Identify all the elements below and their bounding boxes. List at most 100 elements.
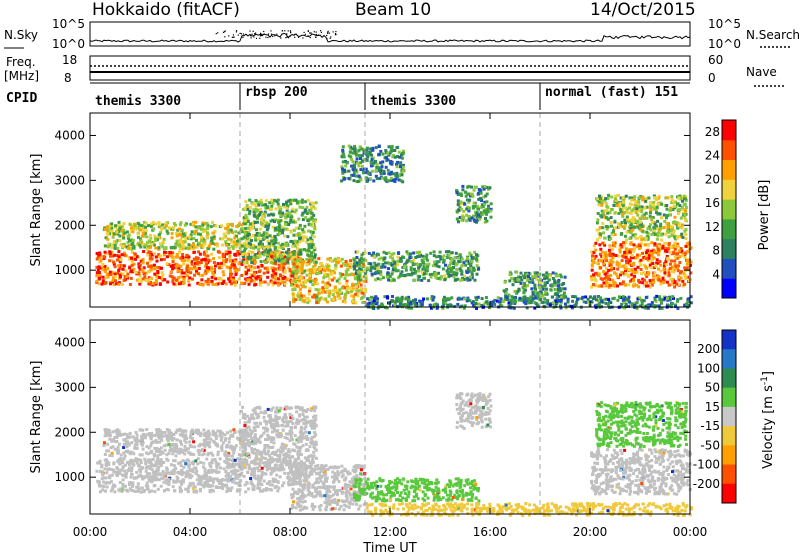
power-echo-cell [307,218,311,222]
power-echo-cell [142,234,146,238]
power-echo-cell [554,288,558,291]
power-echo-cell [674,200,677,204]
power-echo-cell [483,185,487,189]
power-echo-cell [392,252,396,256]
power-echo-cell [665,297,669,301]
power-echo-cell [629,222,633,226]
power-echo-cell [509,301,513,305]
power-echo-cell [556,274,560,278]
power-echo-cell [477,197,481,201]
power-echo-cell [465,271,469,274]
power-echo-cell [508,279,512,283]
power-echo-cell [463,190,467,194]
power-echo-cell [117,250,121,254]
velocity-echo-cell [186,472,190,476]
power-echo-cell [194,261,197,265]
power-echo-cell [645,205,649,209]
power-echo-cell [512,296,516,300]
power-echo-cell [629,226,633,230]
power-echo-cell [341,150,345,154]
power-echo-cell [273,247,277,251]
power-echo-cell [425,253,429,257]
power-echo-cell [486,302,490,306]
power-echo-cell [192,250,196,254]
power-echo-cell [624,269,627,273]
power-echo-cell [136,278,139,282]
power-echo-cell [539,281,543,285]
power-echo-cell [410,306,413,310]
power-echo-cell [306,297,310,300]
power-echo-cell [341,148,345,152]
power-echo-cell [399,179,403,183]
power-echo-cell [359,283,363,287]
power-echo-cell [476,204,479,208]
power-echo-cell [244,200,248,204]
power-echo-cell [398,274,402,278]
power-echo-cell [506,297,510,301]
power-echo-cell [323,266,326,270]
power-echo-cell [313,227,317,231]
power-echo-cell [471,206,475,210]
power-echo-cell [219,237,223,241]
power-echo-cell [455,217,459,221]
power-echo-cell [400,173,404,177]
power-echo-cell [197,226,201,230]
power-echo-cell [673,241,677,245]
power-echo-cell [652,196,656,200]
power-echo-cell [401,151,405,155]
power-echo-cell [144,279,148,282]
power-echo-cell [655,210,658,214]
power-echo-cell [640,300,644,304]
power-echo-cell [484,296,488,299]
power-echo-cell [194,256,198,260]
power-echo-cell [607,300,611,304]
noise-search-dot [237,34,239,36]
noise-search-dot [320,30,322,32]
power-echo-cell [359,178,363,182]
power-echo-cell [254,234,258,237]
power-echo-cell [297,217,301,221]
power-echo-cell [125,275,129,279]
power-echo-cell [229,282,233,286]
power-echo-cell [170,246,174,250]
power-echo-cell [651,216,655,219]
power-echo-cell [157,266,161,269]
power-echo-cell [539,298,543,301]
power-echo-cell [178,227,181,231]
power-echo-cell [147,279,150,283]
power-echo-cell [528,280,532,284]
power-echo-cell [270,251,273,255]
power-echo-cell [667,247,671,251]
power-echo-cell [611,280,615,284]
power-echo-cell [467,192,471,196]
power-echo-cell [178,223,182,227]
date-title: 14/Oct/2015 [590,0,696,20]
power-echo-cell [637,209,641,213]
velocity-echo-cell [229,469,233,473]
power-echo-cell [206,258,210,262]
power-echo-cell [574,295,578,299]
power-echo-cell [435,255,438,259]
velocity-echo-cell [232,470,236,474]
velocity-echo-cell [188,481,192,485]
power-echo-cell [153,272,157,276]
power-echo-cell [212,275,216,278]
power-echo-cell [281,242,284,246]
power-echo-cell [323,283,327,287]
power-echo-cell [226,225,230,229]
power-echo-cell [287,199,291,203]
power-echo-cell [283,255,286,259]
power-echo-cell [687,279,691,283]
power-echo-cell [297,233,301,237]
power-echo-cell [600,250,604,254]
power-echo-cell [428,303,432,307]
power-echo-cell [305,257,309,261]
power-echo-cell [340,155,344,159]
noise-search-dot [315,31,317,33]
power-echo-cell [235,234,238,238]
power-echo-cell [355,287,359,291]
noise-search-dot [270,30,272,32]
power-echo-cell [359,287,363,291]
power-echo-cell [276,198,280,202]
power-echo-cell [658,306,662,310]
